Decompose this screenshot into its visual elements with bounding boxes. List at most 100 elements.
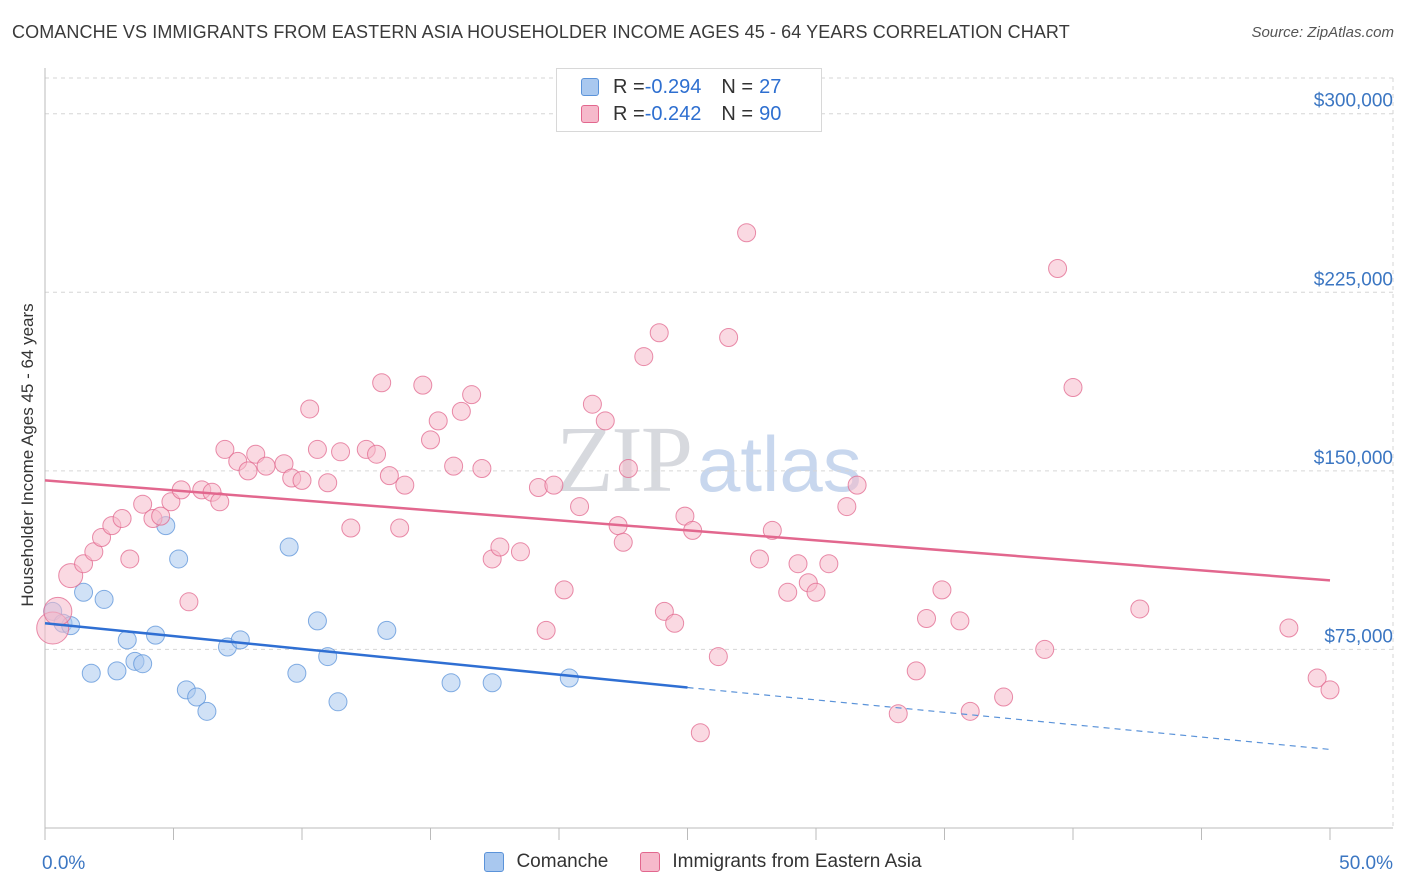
- eastern-asia-point: [1063, 378, 1083, 398]
- eastern-asia-point: [395, 475, 415, 495]
- eastern-asia-point: [613, 532, 633, 552]
- eastern-asia-point: [1035, 639, 1055, 659]
- eastern-asia-point: [451, 401, 471, 421]
- eastern-asia-point: [888, 704, 908, 724]
- eastern-asia-point: [932, 580, 952, 600]
- r-value: -0.242: [644, 102, 702, 125]
- y-tick-label: $300,000: [1314, 91, 1393, 112]
- eastern-asia-point: [300, 399, 320, 419]
- eastern-asia-point: [536, 620, 556, 640]
- n-label: N =: [721, 102, 754, 125]
- eastern-asia-point: [819, 554, 839, 574]
- eastern-asia-point: [444, 456, 464, 476]
- eastern-asia-point: [837, 497, 857, 517]
- eastern-asia-point: [708, 647, 728, 667]
- source-label: Source: ZipAtlas.com: [1251, 24, 1394, 41]
- chart-title: COMANCHE VS IMMIGRANTS FROM EASTERN ASIA…: [12, 22, 1070, 42]
- trend-lines: [44, 479, 1331, 751]
- eastern-asia-point: [806, 582, 826, 602]
- eastern-asia-point: [595, 411, 615, 431]
- eastern-asia-point: [618, 458, 638, 478]
- eastern-asia-point: [318, 473, 338, 493]
- y-tick-label: $75,000: [1324, 626, 1393, 647]
- correlation-stats-box: R = -0.294 N = 27 R = -0.242 N = 90: [556, 68, 822, 132]
- eastern-asia-point: [778, 582, 798, 602]
- chart-legend: Comanche Immigrants from Eastern Asia: [0, 851, 1406, 873]
- comanche-trend-extension: [687, 686, 1331, 751]
- watermark-atlas: atlas: [697, 420, 862, 508]
- tick-labels: $75,000 $150,000 $225,000 $300,000 0.0% 50.0%: [42, 91, 1393, 874]
- legend-label: Immigrants from Eastern Asia: [672, 851, 922, 872]
- eastern-asia-point: [1307, 668, 1327, 688]
- eastern-asia-point: [120, 549, 140, 569]
- comanche-point: [279, 537, 299, 557]
- eastern-asia-point: [367, 444, 387, 464]
- n-value: 27: [759, 75, 782, 98]
- comanche-point: [81, 663, 101, 683]
- eastern-asia-point: [307, 439, 327, 459]
- comanche-point: [74, 582, 94, 602]
- legend-item-eastern-asia[interactable]: Immigrants from Eastern Asia: [640, 851, 922, 873]
- n-label: N =: [721, 75, 754, 98]
- eastern-asia-point: [510, 542, 530, 562]
- comanche-point: [107, 661, 127, 681]
- eastern-asia-point: [737, 223, 757, 243]
- eastern-asia-point: [649, 323, 669, 343]
- eastern-asia-point: [1048, 258, 1068, 278]
- comanche-point: [307, 611, 327, 631]
- eastern-asia-point: [372, 373, 392, 393]
- legend-item-comanche[interactable]: Comanche: [484, 851, 608, 873]
- x-tick-label: 0.0%: [42, 853, 85, 874]
- comanche-point: [169, 549, 189, 569]
- eastern-asia-point: [292, 470, 312, 490]
- eastern-asia-point: [238, 461, 258, 481]
- comanche-swatch: [581, 78, 599, 96]
- comanche-point: [94, 589, 114, 609]
- comanche-point: [287, 663, 307, 683]
- comanche-point: [117, 630, 137, 650]
- eastern-asia-trend-line: [44, 479, 1331, 582]
- watermark: ZIPatlas: [556, 405, 862, 514]
- comanche-point: [482, 673, 502, 693]
- n-value: 90: [759, 102, 782, 125]
- eastern-asia-point: [917, 608, 937, 628]
- eastern-asia-point: [749, 549, 769, 569]
- eastern-asia-point: [390, 518, 410, 538]
- eastern-asia-point: [665, 613, 685, 633]
- eastern-asia-point: [719, 328, 739, 348]
- eastern-asia-point: [413, 375, 433, 395]
- legend-label: Comanche: [516, 851, 609, 872]
- comanche-point: [441, 673, 461, 693]
- eastern-asia-point: [1130, 599, 1150, 619]
- eastern-asia-point: [215, 439, 235, 459]
- stat-row-comanche: R = -0.294 N = 27: [581, 74, 781, 100]
- r-label: R =: [613, 102, 645, 125]
- eastern-asia-swatch: [581, 105, 599, 123]
- comanche-point: [197, 701, 217, 721]
- eastern-asia-point: [341, 518, 361, 538]
- eastern-asia-point: [421, 430, 440, 450]
- eastern-asia-point: [151, 506, 171, 526]
- comanche-point: [559, 668, 579, 688]
- eastern-asia-point: [256, 456, 276, 476]
- eastern-asia-point: [544, 475, 564, 495]
- eastern-asia-point: [788, 554, 808, 574]
- eastern-asia-point: [570, 497, 590, 517]
- comanche-point: [328, 692, 348, 712]
- eastern-asia-point: [554, 580, 574, 600]
- r-value: -0.294: [644, 75, 702, 98]
- eastern-asia-point: [1320, 680, 1340, 700]
- r-label: R =: [613, 75, 645, 98]
- eastern-asia-point: [634, 347, 654, 367]
- eastern-asia-point: [462, 385, 482, 405]
- eastern-asia-point: [690, 723, 710, 743]
- comanche-point: [230, 630, 250, 650]
- eastern-asia-point: [472, 458, 492, 478]
- comanche-point: [377, 620, 397, 640]
- comanche-point: [133, 654, 153, 674]
- eastern-asia-point: [762, 520, 782, 540]
- comanche-point: [187, 687, 207, 707]
- y-tick-label: $150,000: [1314, 448, 1393, 469]
- eastern-asia-point: [1279, 618, 1299, 638]
